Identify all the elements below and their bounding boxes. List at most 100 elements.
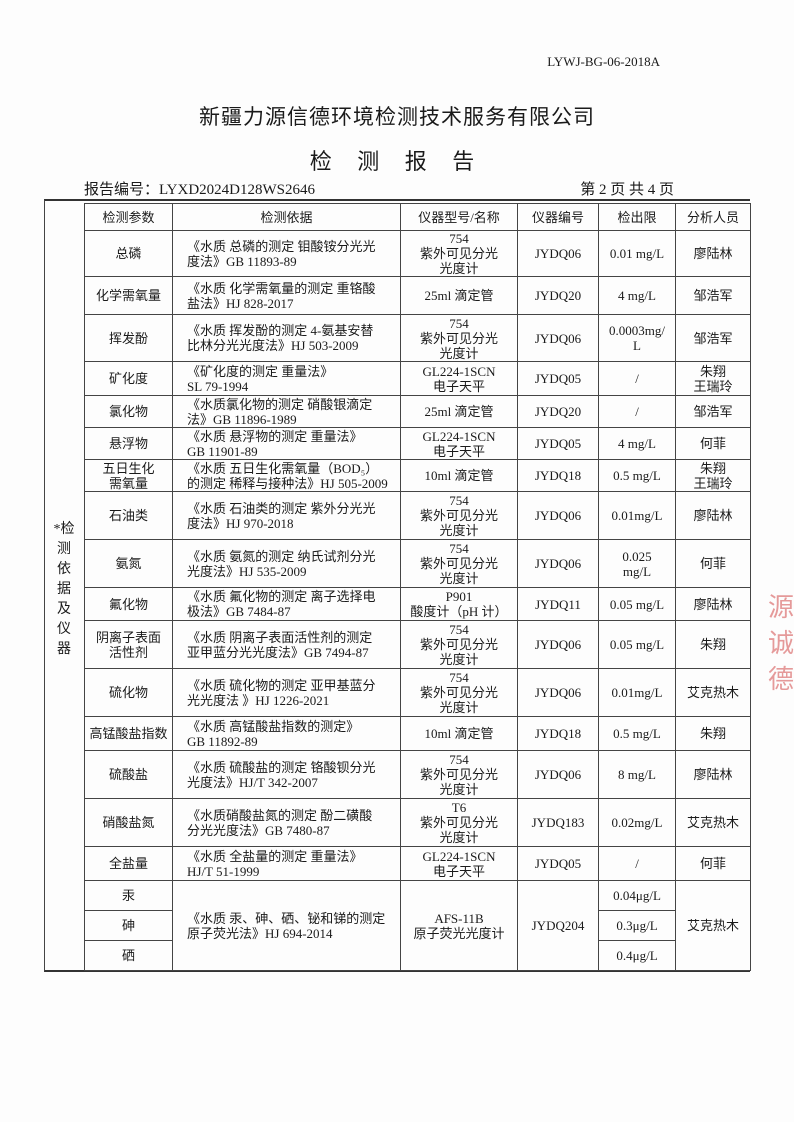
instrument-cell: AFS-11B 原子荧光光度计 — [400, 880, 518, 971]
report-number: 报告编号：LYXD2024D128WS2646 — [84, 182, 315, 198]
company-name: 新疆力源信德环境检测技术服务有限公司 — [199, 105, 595, 129]
analyst-cell: 艾克热木 — [675, 668, 751, 717]
parameter-cell: 硒 — [84, 940, 173, 971]
analyst-cell: 朱翔 王瑞玲 — [675, 361, 751, 396]
analyst-cell: 廖陆林 — [675, 230, 751, 277]
instrument-cell: 754 紫外可见分光 光度计 — [400, 491, 518, 540]
instrument-cell: 10ml 滴定管 — [400, 716, 518, 751]
detection-limit-cell: 0.5 mg/L — [598, 716, 676, 751]
instrument-cell: 25ml 滴定管 — [400, 395, 518, 428]
instrument-id-cell: JYDQ06 — [517, 314, 599, 362]
basis-cell: 《水质 氟化物的测定 离子选择电 极法》GB 7484-87 — [172, 587, 401, 621]
table-row: 石油类 《水质 石油类的测定 紫外分光光 度法》HJ 970-2018 754 紫外可见… — [84, 491, 751, 540]
table-row: 化学需氧量 《水质 化学需氧量的测定 重铬酸 盐法》HJ 828-2017 25ml … — [84, 276, 751, 315]
detection-limit-cell: / — [598, 395, 676, 428]
parameter-cell: 氯化物 — [84, 395, 173, 428]
side-label-char: 及 — [57, 602, 71, 617]
instrument-id-cell: JYDQ06 — [517, 491, 599, 540]
document-code: LYWJ-BG-06-2018A — [547, 54, 660, 69]
report-title: 检 测 报 告 — [309, 149, 485, 174]
instrument-id-cell: JYDQ06 — [517, 750, 599, 799]
test-basis-table: 检测参数 检测依据 仪器型号/名称 仪器编号 检出限 分析人员 总磷 《水质 总磷的测定 钼酸… — [84, 203, 751, 971]
analyst-cell: 朱翔 — [675, 620, 751, 669]
table-row: 砷 0.3μg/L — [84, 910, 751, 941]
side-label-char: 测 — [57, 542, 71, 557]
detection-limit-cell: / — [598, 846, 676, 881]
basis-cell: 《水质 五日生化需氧量（BOD₅） 的测定 稀释与接种法》HJ 505-2009 — [172, 459, 401, 492]
table-row: 硫化物 《水质 硫化物的测定 亚甲基蓝分 光光度法 》HJ 1226-2021 754… — [84, 668, 751, 717]
table-row: 阴离子表面 活性剂 《水质 阴离子表面活性剂的测定 亚甲蓝分光光度法》GB 7494-… — [84, 620, 751, 669]
header-instrument-id: 仪器编号 — [517, 203, 599, 231]
parameter-cell: 五日生化 需氧量 — [84, 459, 173, 492]
analyst-cell: 邹浩军 — [675, 276, 751, 315]
instrument-cell: P901 酸度计（pH 计） — [400, 587, 518, 621]
parameter-cell: 氨氮 — [84, 539, 173, 588]
parameter-cell: 硫酸盐 — [84, 750, 173, 799]
instrument-cell: 754 紫外可见分光 光度计 — [400, 314, 518, 362]
instrument-id-cell: JYDQ05 — [517, 427, 599, 460]
analyst-cell: 廖陆林 — [675, 587, 751, 621]
analyst-cell: 何菲 — [675, 846, 751, 881]
header-instrument: 仪器型号/名称 — [400, 203, 518, 231]
basis-cell: 《水质 全盐量的测定 重量法》 HJ/T 51-1999 — [172, 846, 401, 881]
table-row: 悬浮物 《水质 悬浮物的测定 重量法》 GB 11901-89 GL224-1SCN 电… — [84, 427, 751, 460]
instrument-id-cell: JYDQ20 — [517, 395, 599, 428]
detection-limit-cell: 0.5 mg/L — [598, 459, 676, 492]
side-label-char: 器 — [57, 642, 71, 657]
detection-limit-cell: 0.4μg/L — [598, 940, 676, 971]
analyst-cell: 朱翔 — [675, 716, 751, 751]
instrument-id-cell: JYDQ06 — [517, 539, 599, 588]
analyst-cell: 何菲 — [675, 427, 751, 460]
basis-cell: 《水质硝酸盐氮的测定 酚二磺酸 分光光度法》GB 7480-87 — [172, 798, 401, 847]
instrument-cell: 754 紫外可见分光 光度计 — [400, 230, 518, 277]
instrument-cell: 754 紫外可见分光 光度计 — [400, 620, 518, 669]
detection-limit-cell: 0.05 mg/L — [598, 620, 676, 669]
table-row: 五日生化 需氧量 《水质 五日生化需氧量（BOD₅） 的测定 稀释与接种法》HJ 50… — [84, 459, 751, 492]
side-label: *检测依据及仪器 — [44, 520, 84, 660]
parameter-cell: 砷 — [84, 910, 173, 941]
detection-limit-cell: 0.3μg/L — [598, 910, 676, 941]
instrument-id-cell: JYDQ05 — [517, 361, 599, 396]
parameter-cell: 高锰酸盐指数 — [84, 716, 173, 751]
basis-cell: 《矿化度的测定 重量法》 SL 79-1994 — [172, 361, 401, 396]
analyst-cell: 艾克热木 — [675, 880, 751, 971]
detection-limit-cell: 0.04μg/L — [598, 880, 676, 911]
page-info: 第 2 页 共 4 页 — [580, 182, 674, 198]
basis-cell: 《水质 高锰酸盐指数的测定》 GB 11892-89 — [172, 716, 401, 751]
parameter-cell: 全盐量 — [84, 846, 173, 881]
detection-limit-cell: 8 mg/L — [598, 750, 676, 799]
detection-limit-cell: 0.025 mg/L — [598, 539, 676, 588]
table-row: 高锰酸盐指数 《水质 高锰酸盐指数的测定》 GB 11892-89 10ml 滴定管 J… — [84, 716, 751, 751]
analyst-cell: 朱翔 王瑞玲 — [675, 459, 751, 492]
parameter-cell: 总磷 — [84, 230, 173, 277]
parameter-cell: 汞 — [84, 880, 173, 911]
header-analyst: 分析人员 — [675, 203, 751, 231]
instrument-cell: 754 紫外可见分光 光度计 — [400, 668, 518, 717]
instrument-id-cell: JYDQ18 — [517, 459, 599, 492]
detection-limit-cell: 0.05 mg/L — [598, 587, 676, 621]
table-row: 总磷 《水质 总磷的测定 钼酸铵分光光 度法》GB 11893-89 754 紫外可见分… — [84, 230, 751, 277]
table-frame — [44, 199, 750, 972]
analyst-cell: 邹浩军 — [675, 395, 751, 428]
instrument-id-cell: JYDQ06 — [517, 620, 599, 669]
side-label-char: 据 — [57, 582, 71, 597]
parameter-cell: 挥发酚 — [84, 314, 173, 362]
instrument-id-cell: JYDQ11 — [517, 587, 599, 621]
basis-cell: 《水质 挥发酚的测定 4-氨基安替 比林分光光度法》HJ 503-2009 — [172, 314, 401, 362]
detection-limit-cell: 0.01 mg/L — [598, 230, 676, 277]
header-basis: 检测依据 — [172, 203, 401, 231]
table-row: 汞《水质 汞、砷、硒、铋和锑的测定 原子荧光法》HJ 694-2014 AFS-11… — [84, 880, 751, 971]
parameter-cell: 硝酸盐氮 — [84, 798, 173, 847]
header-row: 检测参数 检测依据 仪器型号/名称 仪器编号 检出限 分析人员 — [84, 203, 751, 231]
parameter-cell: 化学需氧量 — [84, 276, 173, 315]
detection-limit-cell: 4 mg/L — [598, 427, 676, 460]
instrument-cell: T6 紫外可见分光 光度计 — [400, 798, 518, 847]
instrument-cell: GL224-1SCN 电子天平 — [400, 846, 518, 881]
instrument-cell: 25ml 滴定管 — [400, 276, 518, 315]
detection-limit-cell: 0.02mg/L — [598, 798, 676, 847]
instrument-id-cell: JYDQ06 — [517, 230, 599, 277]
table-row: 硫酸盐 《水质 硫酸盐的测定 铬酸钡分光 光度法》HJ/T 342-2007 754 紫… — [84, 750, 751, 799]
instrument-cell: 10ml 滴定管 — [400, 459, 518, 492]
table-row: 氨氮 《水质 氨氮的测定 纳氏试剂分光 光度法》HJ 535-2009 754 紫外可见… — [84, 539, 751, 588]
detection-limit-cell: 4 mg/L — [598, 276, 676, 315]
